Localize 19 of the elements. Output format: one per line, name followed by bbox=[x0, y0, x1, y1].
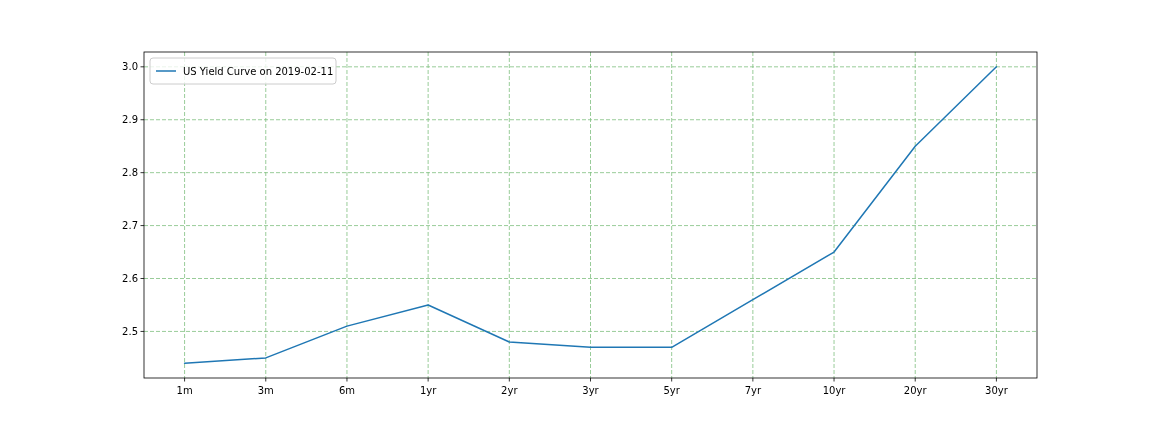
y-tick-label: 2.6 bbox=[122, 273, 138, 285]
legend-label: US Yield Curve on 2019-02-11 bbox=[183, 66, 334, 77]
x-tick-label: 1yr bbox=[419, 385, 438, 396]
y-tick-label: 2.5 bbox=[122, 325, 138, 337]
x-tick-label: 20yr bbox=[903, 385, 928, 396]
x-tick-label: 10yr bbox=[822, 385, 847, 396]
x-tick-label: 30yr bbox=[985, 385, 1009, 396]
y-tick-label: 2.8 bbox=[122, 167, 138, 179]
y-tick-label: 2.9 bbox=[122, 114, 138, 126]
x-tick-label: 6m bbox=[338, 385, 356, 396]
x-tick-label: 7yr bbox=[744, 385, 762, 396]
y-tick-label: 2.7 bbox=[122, 220, 138, 232]
y-tick-label: 3.0 bbox=[122, 61, 138, 73]
x-tick-label: 5yr bbox=[663, 385, 681, 396]
x-tick-label: 3yr bbox=[582, 385, 600, 396]
x-tick-label: 3m bbox=[257, 385, 274, 396]
line-series bbox=[183, 66, 998, 364]
x-tick-label: 2yr bbox=[501, 385, 519, 396]
x-tick-label: 1m bbox=[176, 385, 193, 396]
